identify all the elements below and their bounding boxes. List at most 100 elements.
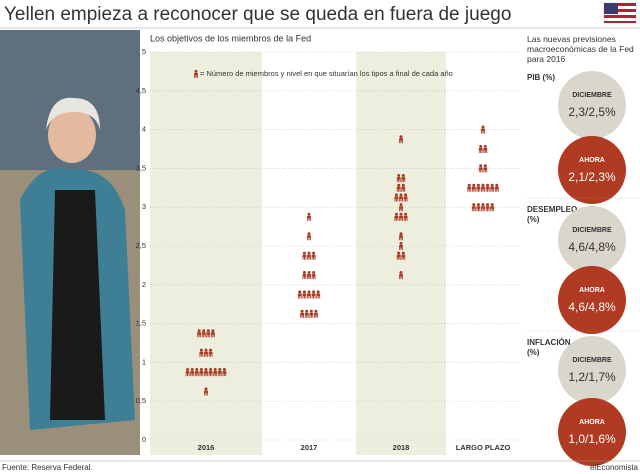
member-head bbox=[204, 348, 208, 352]
dot-row bbox=[478, 164, 488, 173]
dot-row bbox=[197, 329, 215, 338]
member-icon bbox=[394, 196, 399, 202]
member-head bbox=[404, 193, 408, 197]
member-icon bbox=[481, 128, 485, 134]
member-icon bbox=[316, 293, 321, 299]
member-icon bbox=[483, 148, 488, 153]
now-value: 4,6/4,8% bbox=[568, 300, 616, 314]
dot-row bbox=[394, 212, 408, 221]
member-icon bbox=[494, 186, 499, 192]
member-head bbox=[312, 251, 316, 255]
intro: Las nuevas previsiones macroeconómicas de… bbox=[527, 34, 634, 64]
member-head bbox=[312, 271, 316, 274]
member-icon bbox=[185, 371, 190, 377]
member-icon bbox=[399, 245, 403, 250]
now-label: AHORA bbox=[579, 157, 605, 164]
member-icon bbox=[401, 186, 406, 192]
member-head bbox=[481, 203, 485, 207]
member-head bbox=[401, 251, 405, 255]
member-head bbox=[401, 183, 405, 187]
member-icon bbox=[302, 254, 307, 260]
dot-row bbox=[399, 135, 403, 144]
before-label: DICIEMBRE bbox=[572, 92, 612, 99]
member-head bbox=[495, 183, 499, 187]
y-tick-label: 1,5 bbox=[136, 319, 146, 328]
member-head bbox=[399, 193, 403, 197]
member-head bbox=[209, 348, 213, 352]
member-icon bbox=[311, 274, 316, 280]
member-icon bbox=[401, 177, 406, 183]
member-icon bbox=[481, 186, 485, 192]
member-head bbox=[399, 241, 403, 245]
member-head bbox=[399, 212, 403, 216]
dot-row bbox=[399, 232, 403, 241]
member-head bbox=[312, 290, 316, 294]
member-icon bbox=[396, 177, 401, 183]
member-icon bbox=[396, 186, 401, 192]
dot-row bbox=[478, 144, 488, 153]
member-icon bbox=[467, 186, 472, 192]
member-icon bbox=[396, 254, 401, 260]
now-label: AHORA bbox=[579, 419, 605, 426]
member-icon bbox=[222, 371, 227, 377]
dot-row bbox=[394, 193, 408, 202]
member-icon bbox=[307, 293, 311, 299]
member-icon bbox=[304, 312, 309, 318]
member-icon bbox=[403, 196, 408, 202]
member-icon bbox=[197, 332, 201, 338]
section-label: DESEMPLEO (%) bbox=[527, 205, 577, 224]
y-tick-label: 5 bbox=[142, 47, 146, 56]
dot-row bbox=[399, 203, 403, 212]
before-circle bbox=[558, 206, 626, 274]
member-icon bbox=[194, 371, 199, 377]
x-tick-label: LARGO PLAZO bbox=[456, 443, 511, 452]
member-icon bbox=[483, 167, 488, 173]
member-icon bbox=[208, 351, 213, 357]
band bbox=[356, 52, 446, 455]
member-head bbox=[204, 387, 208, 391]
member-head bbox=[399, 271, 403, 274]
dot-row bbox=[300, 309, 318, 318]
dot-row bbox=[199, 348, 213, 357]
now-circle bbox=[558, 266, 626, 334]
before-circle bbox=[558, 71, 626, 139]
before-label: DICIEMBRE bbox=[572, 357, 612, 364]
member-head bbox=[486, 203, 490, 207]
member-icon bbox=[490, 186, 495, 192]
member-head bbox=[397, 183, 401, 187]
member-head bbox=[211, 329, 215, 333]
member-head bbox=[476, 203, 480, 207]
member-head bbox=[394, 212, 398, 216]
member-head bbox=[486, 183, 490, 187]
member-icon bbox=[314, 312, 318, 318]
member-icon bbox=[199, 351, 204, 357]
dot-row bbox=[396, 251, 406, 260]
member-head bbox=[399, 135, 403, 139]
member-head bbox=[307, 271, 311, 274]
member-icon bbox=[399, 215, 403, 221]
y-tick-label: 2 bbox=[142, 280, 146, 289]
chart-title: Los objetivos de los miembros de la Fed bbox=[150, 33, 311, 43]
y-tick-label: 4 bbox=[142, 125, 146, 134]
member-head bbox=[472, 183, 476, 187]
now-circle bbox=[558, 136, 626, 204]
legend: = Número de miembros y nivel en que situ… bbox=[200, 69, 453, 78]
member-icon bbox=[399, 206, 403, 212]
member-icon bbox=[194, 73, 198, 78]
member-icon bbox=[490, 206, 495, 212]
dot-row bbox=[467, 183, 499, 192]
member-head bbox=[401, 174, 405, 177]
dot-row bbox=[307, 212, 311, 221]
member-head bbox=[394, 193, 398, 197]
member-head bbox=[490, 203, 494, 207]
member-head bbox=[316, 290, 320, 294]
sidebar: Las nuevas previsiones macroeconómicas de… bbox=[525, 34, 640, 466]
member-icon bbox=[210, 332, 215, 338]
dot-row bbox=[399, 271, 403, 280]
member-icon bbox=[399, 196, 403, 202]
member-head bbox=[222, 368, 226, 371]
dot-row bbox=[396, 183, 406, 192]
member-head bbox=[302, 290, 306, 294]
member-icon bbox=[399, 138, 403, 144]
